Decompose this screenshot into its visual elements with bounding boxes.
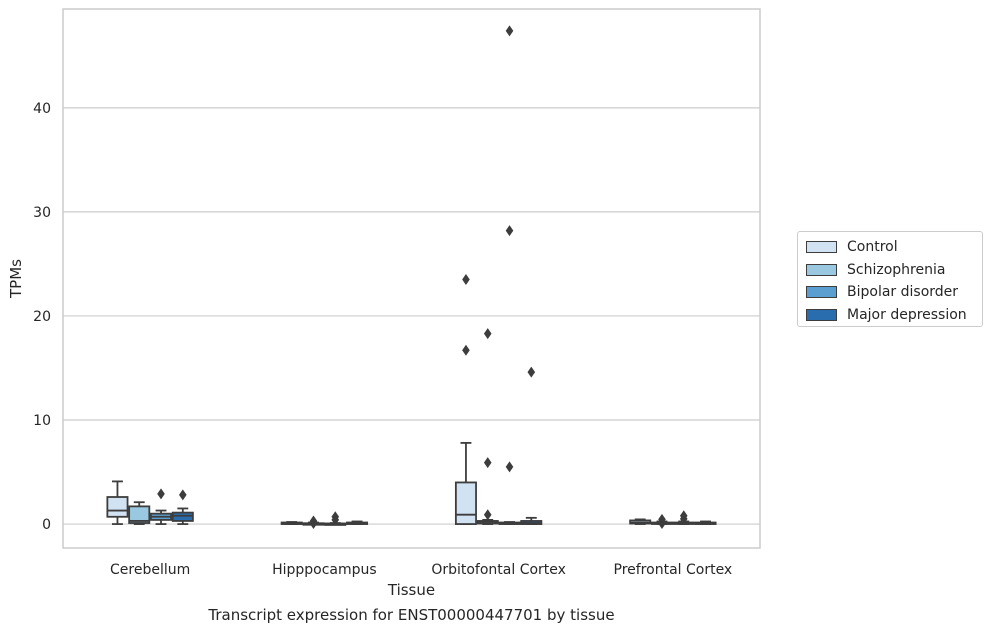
x-tick-label: Cerebellum bbox=[110, 562, 190, 578]
legend-label: Schizophrenia bbox=[847, 261, 946, 278]
box-major-depression bbox=[171, 489, 194, 525]
y-tick-label: 0 bbox=[42, 517, 51, 533]
box-plots bbox=[106, 25, 717, 530]
box-control bbox=[280, 521, 303, 525]
legend: Control Schizophrenia Bipolar disorder M… bbox=[797, 231, 983, 327]
box-iqr bbox=[171, 511, 194, 522]
box-schizophrenia bbox=[476, 328, 499, 525]
x-tick-label: Orbitofontal Cortex bbox=[431, 562, 566, 578]
legend-swatch bbox=[806, 241, 837, 254]
box-major-depression bbox=[520, 366, 543, 525]
box-control bbox=[629, 518, 652, 525]
outlier-point bbox=[483, 509, 492, 521]
box-iqr bbox=[106, 496, 129, 518]
y-tick-label: 10 bbox=[33, 413, 51, 429]
box-major-depression bbox=[346, 520, 369, 525]
legend-label: Major depression bbox=[847, 306, 967, 323]
y-tick-label: 30 bbox=[33, 205, 51, 221]
box-bipolar-disorder bbox=[150, 488, 173, 525]
outlier-point bbox=[462, 344, 470, 356]
outlier-point bbox=[505, 225, 514, 237]
legend-item-control: Control bbox=[806, 236, 982, 259]
outlier-point bbox=[505, 461, 514, 473]
legend-item-bipolar-disorder: Bipolar disorder bbox=[806, 281, 982, 304]
legend-swatch bbox=[806, 286, 837, 299]
box-schizophrenia bbox=[302, 515, 325, 530]
box-control bbox=[106, 480, 129, 525]
outlier-point bbox=[658, 513, 666, 525]
y-tick-labels: 0 10 20 30 40 bbox=[33, 101, 51, 533]
outlier-point bbox=[679, 510, 688, 522]
box-schizophrenia bbox=[650, 513, 673, 530]
x-tick-labels: Cerebellum Hipppocampus Orbitofontal Corte… bbox=[110, 562, 732, 578]
y-tick-label: 20 bbox=[33, 309, 51, 325]
legend-swatch bbox=[806, 263, 837, 276]
outlier-point bbox=[157, 488, 165, 500]
y-axis-label: TPMs bbox=[7, 259, 25, 299]
box-schizophrenia bbox=[128, 501, 151, 525]
plot-area-frame bbox=[62, 8, 761, 549]
outlier-point bbox=[483, 457, 492, 469]
legend-label: Bipolar disorder bbox=[847, 284, 959, 301]
box-major-depression bbox=[694, 520, 717, 525]
box-bipolar-disorder bbox=[324, 511, 347, 526]
x-axis-label: Tissue bbox=[387, 581, 435, 599]
outlier-point bbox=[483, 328, 492, 340]
box-bipolar-disorder bbox=[672, 510, 695, 525]
legend-label: Control bbox=[847, 239, 898, 256]
legend-item-major-depression: Major depression bbox=[806, 304, 982, 327]
box-bipolar-disorder bbox=[498, 25, 521, 525]
x-tick-label: Hipppocampus bbox=[272, 562, 377, 578]
legend-swatch bbox=[806, 308, 837, 321]
outlier-point bbox=[527, 366, 536, 378]
box-control bbox=[454, 274, 477, 525]
y-tick-label: 40 bbox=[33, 101, 51, 117]
outlier-point bbox=[309, 515, 318, 527]
outlier-point bbox=[505, 25, 514, 37]
outlier-point bbox=[462, 274, 470, 286]
box-iqr bbox=[454, 481, 477, 525]
legend-item-schizophrenia: Schizophrenia bbox=[806, 259, 982, 282]
outlier-point bbox=[331, 511, 340, 523]
x-tick-label: Prefrontal Cortex bbox=[614, 562, 733, 578]
outlier-point bbox=[178, 489, 187, 501]
figure-caption: Transcript expression for ENST0000044770… bbox=[208, 606, 615, 624]
gridlines bbox=[63, 107, 760, 525]
box-iqr bbox=[128, 505, 151, 524]
